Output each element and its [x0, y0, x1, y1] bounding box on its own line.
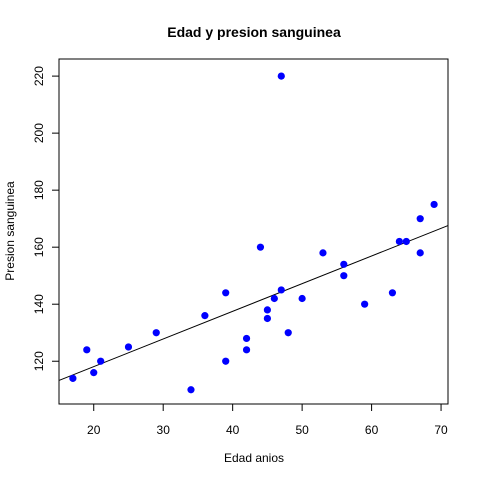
data-point: [340, 260, 348, 268]
regression-line-group: [58, 225, 449, 381]
y-tick-label: 160: [32, 237, 46, 257]
data-point: [222, 289, 230, 297]
x-tick-label: 60: [365, 423, 379, 437]
data-point: [256, 243, 265, 251]
data-point: [388, 289, 397, 297]
data-point: [187, 386, 195, 394]
x-tick-label: 30: [157, 423, 171, 437]
data-point: [416, 215, 424, 223]
data-point: [242, 334, 251, 343]
y-axis-label: Presion sanguinea: [3, 181, 17, 281]
data-point: [277, 72, 285, 80]
x-axis: 20 30 40 50 60 70: [87, 403, 448, 437]
data-point: [90, 369, 98, 377]
plot-area: [58, 58, 449, 405]
data-point: [263, 306, 271, 314]
x-tick-label: 20: [87, 423, 101, 437]
data-point: [97, 357, 105, 365]
data-point: [430, 200, 438, 209]
data-point: [284, 329, 292, 337]
data-point: [319, 249, 327, 257]
data-point: [416, 249, 424, 257]
x-axis-label: Edad anios: [224, 451, 284, 465]
data-point: [69, 374, 77, 382]
y-tick-label: 180: [32, 180, 46, 200]
y-tick-label: 140: [32, 294, 46, 314]
x-tick-label: 70: [434, 423, 448, 437]
data-point: [242, 346, 251, 354]
data-point: [263, 314, 271, 323]
data-point: [277, 286, 285, 294]
data-point: [124, 343, 133, 351]
data-point: [395, 237, 403, 246]
data-point: [222, 357, 230, 365]
y-axis: 120 140 160 180 200 220: [32, 66, 60, 371]
data-point: [270, 294, 278, 303]
y-tick-label: 200: [32, 123, 46, 143]
x-tick-label: 50: [295, 423, 309, 437]
data-point: [298, 294, 306, 303]
regression-line: [58, 225, 449, 381]
data-point: [340, 272, 348, 280]
y-tick-label: 220: [32, 66, 46, 86]
data-points: [69, 72, 438, 394]
x-tick-label: 40: [226, 423, 240, 437]
y-tick-label: 120: [32, 351, 46, 371]
data-point: [83, 346, 91, 354]
data-point: [402, 237, 410, 246]
data-point: [152, 329, 160, 337]
data-point: [201, 312, 209, 320]
chart-title: Edad y presion sanguinea: [167, 24, 341, 40]
data-point: [361, 300, 369, 308]
